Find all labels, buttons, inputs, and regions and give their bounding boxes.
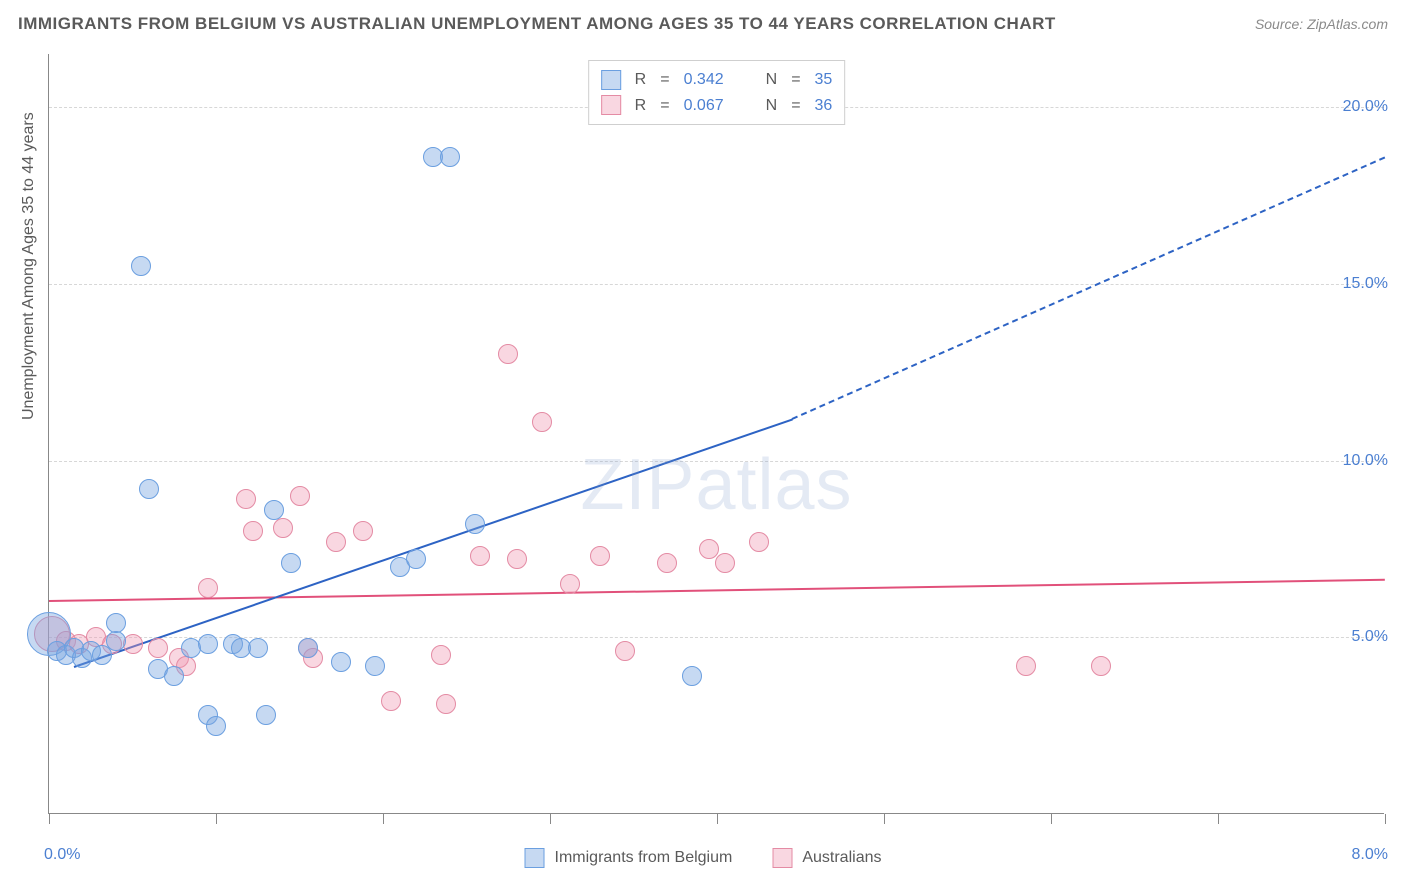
- point-belgium: [131, 256, 151, 276]
- y-tick-label: 20.0%: [1343, 98, 1388, 116]
- point-australians: [198, 578, 218, 598]
- watermark-atlas: atlas: [695, 445, 852, 525]
- legend-r-value: 0.342: [684, 67, 724, 93]
- chart-title: IMMIGRANTS FROM BELGIUM VS AUSTRALIAN UN…: [18, 14, 1056, 34]
- plot-area: ZIPatlas R = 0.342 N = 35 R = 0.067 N = 36: [48, 54, 1384, 814]
- point-belgium: [264, 500, 284, 520]
- legend-top-row: R = 0.067 N = 36: [601, 93, 833, 119]
- point-belgium: [682, 666, 702, 686]
- source-label: Source: ZipAtlas.com: [1255, 16, 1388, 32]
- x-tick: [1051, 814, 1052, 824]
- x-tick: [550, 814, 551, 824]
- x-tick: [717, 814, 718, 824]
- x-tick: [1218, 814, 1219, 824]
- y-axis-label: Unemployment Among Ages 35 to 44 years: [20, 112, 38, 420]
- point-belgium: [465, 514, 485, 534]
- point-australians: [243, 521, 263, 541]
- legend-eq: =: [791, 67, 800, 93]
- legend-series-label: Immigrants from Belgium: [555, 849, 733, 867]
- point-belgium: [198, 634, 218, 654]
- gridline: [49, 284, 1384, 285]
- point-australians: [436, 694, 456, 714]
- point-australians: [123, 634, 143, 654]
- point-australians: [148, 638, 168, 658]
- x-tick: [1385, 814, 1386, 824]
- legend-n-label: N: [766, 93, 778, 119]
- legend-r-label: R: [635, 93, 647, 119]
- point-belgium: [331, 652, 351, 672]
- point-belgium: [256, 705, 276, 725]
- point-australians: [749, 532, 769, 552]
- watermark-zip: ZIP: [580, 445, 695, 525]
- point-belgium: [406, 549, 426, 569]
- point-australians: [236, 489, 256, 509]
- point-australians: [1091, 656, 1111, 676]
- point-belgium: [139, 479, 159, 499]
- legend-n-value: 35: [815, 67, 833, 93]
- legend-swatch: [601, 95, 621, 115]
- point-australians: [507, 549, 527, 569]
- legend-eq: =: [660, 67, 669, 93]
- legend-swatch: [772, 848, 792, 868]
- legend-bottom: Immigrants from Belgium Australians: [525, 848, 882, 868]
- point-australians: [326, 532, 346, 552]
- trendline-belgium-dashed: [792, 157, 1386, 420]
- point-australians: [381, 691, 401, 711]
- point-australians: [657, 553, 677, 573]
- x-tick: [383, 814, 384, 824]
- legend-eq: =: [791, 93, 800, 119]
- point-belgium: [206, 716, 226, 736]
- legend-r-label: R: [635, 67, 647, 93]
- point-australians: [498, 344, 518, 364]
- point-belgium: [106, 613, 126, 633]
- watermark: ZIPatlas: [580, 444, 852, 526]
- legend-top: R = 0.342 N = 35 R = 0.067 N = 36: [588, 60, 846, 125]
- x-tick: [49, 814, 50, 824]
- point-australians: [353, 521, 373, 541]
- point-australians: [699, 539, 719, 559]
- plot-wrap: ZIPatlas R = 0.342 N = 35 R = 0.067 N = 36: [48, 54, 1384, 814]
- point-australians: [532, 412, 552, 432]
- legend-bottom-item: Immigrants from Belgium: [525, 848, 733, 868]
- y-tick-label: 10.0%: [1343, 452, 1388, 470]
- legend-n-label: N: [766, 67, 778, 93]
- point-australians: [590, 546, 610, 566]
- point-australians: [560, 574, 580, 594]
- legend-eq: =: [660, 93, 669, 119]
- point-belgium: [248, 638, 268, 658]
- legend-swatch: [525, 848, 545, 868]
- y-tick-label: 5.0%: [1352, 628, 1388, 646]
- x-tick: [216, 814, 217, 824]
- point-australians: [470, 546, 490, 566]
- point-belgium: [365, 656, 385, 676]
- legend-bottom-item: Australians: [772, 848, 881, 868]
- point-australians: [431, 645, 451, 665]
- legend-n-value: 36: [815, 93, 833, 119]
- x-tick-max: 8.0%: [1352, 846, 1388, 864]
- trendline-australians: [49, 579, 1385, 602]
- point-belgium: [440, 147, 460, 167]
- point-belgium: [281, 553, 301, 573]
- legend-top-row: R = 0.342 N = 35: [601, 67, 833, 93]
- gridline: [49, 637, 1384, 638]
- point-australians: [615, 641, 635, 661]
- point-belgium: [164, 666, 184, 686]
- point-australians: [273, 518, 293, 538]
- point-belgium: [106, 631, 126, 651]
- x-tick: [884, 814, 885, 824]
- point-belgium: [298, 638, 318, 658]
- point-australians: [1016, 656, 1036, 676]
- y-tick-label: 15.0%: [1343, 275, 1388, 293]
- x-tick-min: 0.0%: [44, 846, 80, 864]
- point-australians: [290, 486, 310, 506]
- legend-swatch: [601, 70, 621, 90]
- legend-r-value: 0.067: [684, 93, 724, 119]
- legend-series-label: Australians: [802, 849, 881, 867]
- point-australians: [715, 553, 735, 573]
